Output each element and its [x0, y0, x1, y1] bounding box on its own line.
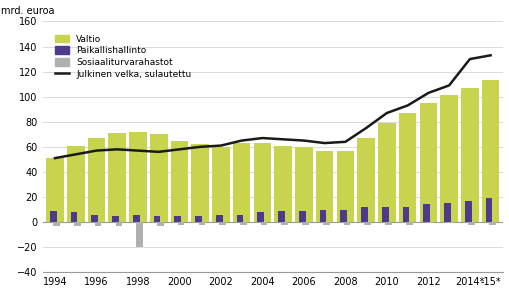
Bar	[481, 80, 498, 222]
Legend: Valtio, Paikallishallinto, Sosiaaliturvarahastot, Julkinen velka, sulautettu: Valtio, Paikallishallinto, Sosiaaliturva…	[51, 31, 194, 82]
Bar	[112, 216, 119, 222]
Bar	[253, 143, 271, 222]
Bar	[485, 198, 491, 222]
Bar	[319, 210, 326, 222]
Bar	[174, 216, 181, 222]
Bar	[364, 222, 371, 225]
Bar	[298, 211, 305, 222]
Bar	[377, 123, 395, 222]
Bar	[215, 215, 222, 222]
Bar	[274, 146, 292, 222]
Bar	[219, 222, 225, 225]
Bar	[381, 207, 388, 222]
Bar	[446, 222, 453, 223]
Bar	[260, 222, 267, 225]
Bar	[67, 146, 84, 222]
Bar	[178, 222, 184, 225]
Bar	[236, 215, 243, 222]
Bar	[302, 222, 308, 225]
Bar	[467, 222, 474, 225]
Bar	[419, 103, 436, 222]
Bar	[460, 88, 478, 222]
Bar	[384, 222, 391, 225]
Bar	[277, 211, 284, 222]
Bar	[191, 144, 209, 222]
Bar	[422, 205, 429, 222]
Bar	[488, 222, 495, 225]
Bar	[212, 147, 229, 222]
Bar	[336, 151, 354, 222]
Bar	[464, 201, 471, 222]
Bar	[108, 133, 126, 222]
Text: mrd. euroa: mrd. euroa	[1, 6, 54, 16]
Bar	[240, 222, 246, 225]
Bar	[95, 222, 101, 226]
Bar	[71, 212, 77, 222]
Bar	[53, 222, 60, 226]
Bar	[74, 222, 80, 226]
Bar	[50, 211, 56, 222]
Bar	[322, 222, 329, 225]
Bar	[357, 138, 374, 222]
Bar	[157, 222, 163, 226]
Bar	[129, 132, 147, 222]
Bar	[402, 207, 409, 222]
Bar	[295, 147, 312, 222]
Bar	[398, 113, 416, 222]
Bar	[315, 151, 333, 222]
Bar	[136, 222, 143, 247]
Bar	[340, 210, 347, 222]
Bar	[281, 222, 288, 225]
Bar	[233, 143, 250, 222]
Bar	[443, 203, 450, 222]
Bar	[360, 207, 367, 222]
Bar	[46, 158, 64, 222]
Bar	[257, 212, 264, 222]
Bar	[116, 222, 122, 226]
Bar	[171, 141, 188, 222]
Bar	[195, 216, 202, 222]
Bar	[343, 222, 350, 225]
Bar	[439, 96, 457, 222]
Bar	[198, 222, 205, 225]
Bar	[88, 138, 105, 222]
Bar	[426, 222, 433, 223]
Bar	[133, 215, 139, 222]
Bar	[91, 215, 98, 222]
Bar	[153, 216, 160, 222]
Bar	[405, 222, 412, 225]
Bar	[150, 134, 167, 222]
